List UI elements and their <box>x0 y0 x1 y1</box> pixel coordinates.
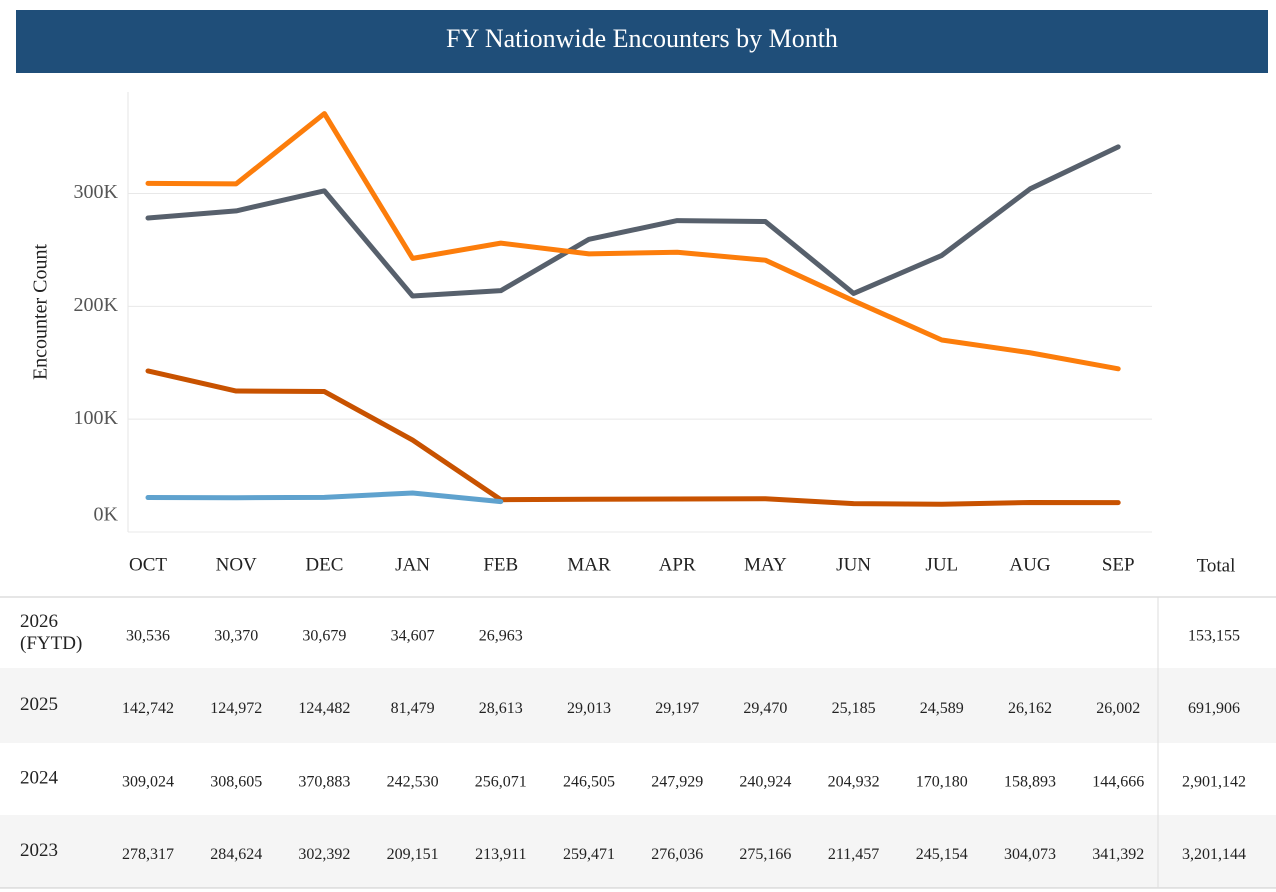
table-cell: 278,317 <box>122 846 174 863</box>
table-cell: 341,392 <box>1092 846 1144 863</box>
table-cell: 24,589 <box>920 700 964 717</box>
total-header: Total <box>1197 555 1236 576</box>
table-cell: 211,457 <box>828 846 879 863</box>
x-tick-label: OCT <box>129 554 167 575</box>
table-cell: 213,911 <box>475 846 526 863</box>
table-cell: 247,929 <box>651 774 703 791</box>
series-line <box>145 368 1121 507</box>
table-cell: 308,605 <box>210 774 262 791</box>
table-cell: 370,883 <box>298 774 350 791</box>
title-bar <box>16 10 1268 73</box>
table-cell: 276,036 <box>651 846 703 863</box>
x-tick-label: NOV <box>216 554 257 575</box>
table-cell: 25,185 <box>832 700 876 717</box>
series-line <box>145 144 1121 299</box>
table-cell: 309,024 <box>122 774 174 791</box>
series-name-part: 2026 <box>20 611 58 632</box>
table-cell: 30,370 <box>214 628 258 645</box>
table-total: 2,901,142 <box>1182 774 1246 791</box>
table-total: 153,155 <box>1188 628 1240 645</box>
x-tick-label: FEB <box>483 554 518 575</box>
table-cell: 142,742 <box>122 700 174 717</box>
table-cell: 302,392 <box>298 846 350 863</box>
table-cell: 246,505 <box>563 774 615 791</box>
table-cell: 240,924 <box>739 774 791 791</box>
series-line <box>145 490 504 505</box>
x-tick-label: SEP <box>1102 554 1135 575</box>
table-cell: 29,470 <box>743 700 787 717</box>
table-cell: 29,197 <box>655 700 699 717</box>
table-cell: 29,013 <box>567 700 611 717</box>
table-cell: 170,180 <box>916 774 968 791</box>
series-name: 2023 <box>20 840 58 861</box>
y-axis-title: Encounter Count <box>30 244 52 381</box>
series-name-part: (FYTD) <box>20 633 82 654</box>
x-tick-label: APR <box>659 554 696 575</box>
table-cell: 158,893 <box>1004 774 1056 791</box>
x-tick-label: MAR <box>567 554 611 575</box>
x-tick-label: JUL <box>925 554 958 575</box>
table-row-bg <box>0 668 1276 743</box>
table-cell: 204,932 <box>828 774 880 791</box>
table-total: 691,906 <box>1188 700 1240 717</box>
table-cell: 124,482 <box>298 700 350 717</box>
table-cell: 28,613 <box>479 700 523 717</box>
series-name: 2025 <box>20 694 58 715</box>
table-total: 3,201,144 <box>1182 846 1246 863</box>
series-name: 2026 (FYTD) <box>20 611 82 654</box>
table-cell: 242,530 <box>387 774 439 791</box>
y-tick-label: 300K <box>74 181 119 203</box>
table-cell: 26,002 <box>1096 700 1140 717</box>
table-cell: 284,624 <box>210 846 262 863</box>
table-cell: 144,666 <box>1092 774 1144 791</box>
series-name: 2024 <box>20 767 59 788</box>
table-cell: 259,471 <box>563 846 615 863</box>
table-cell: 34,607 <box>391 628 435 645</box>
table-cell: 304,073 <box>1004 846 1056 863</box>
table-cell: 30,679 <box>302 628 346 645</box>
table-cell: 30,536 <box>126 628 170 645</box>
table-cell: 209,151 <box>387 846 439 863</box>
x-tick-label: DEC <box>305 554 343 575</box>
table-cell: 245,154 <box>916 846 968 863</box>
x-tick-label: JAN <box>395 554 430 575</box>
table-cell: 124,972 <box>210 700 262 717</box>
x-tick-label: JUN <box>836 554 871 575</box>
table-cell: 256,071 <box>475 774 527 791</box>
y-tick-label: 100K <box>74 407 119 429</box>
table-row-bg <box>0 815 1276 888</box>
table-cell: 26,162 <box>1008 700 1052 717</box>
table-cell: 26,963 <box>479 628 523 645</box>
x-tick-label: AUG <box>1009 554 1050 575</box>
y-tick-label: 0K <box>94 504 119 526</box>
table-cell: 81,479 <box>391 700 435 717</box>
table-cell: 275,166 <box>739 846 791 863</box>
y-tick-label: 200K <box>74 294 119 316</box>
series-line <box>145 111 1121 372</box>
chart-title: FY Nationwide Encounters by Month <box>446 24 838 53</box>
x-tick-label: MAY <box>744 554 787 575</box>
